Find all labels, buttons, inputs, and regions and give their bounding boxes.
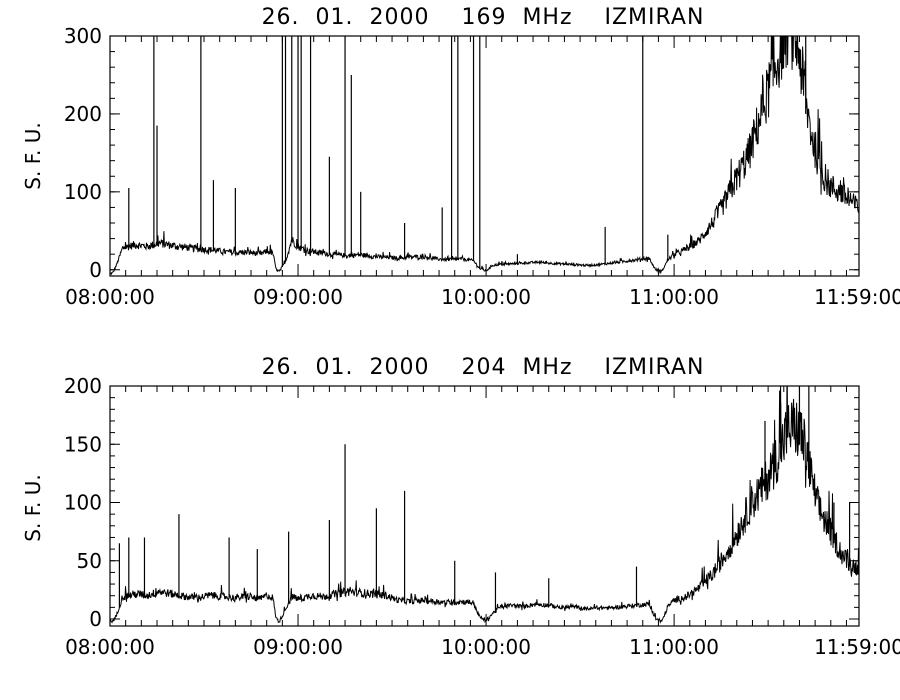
- y-tick-label: 50: [77, 549, 102, 573]
- x-tick-labels: 08:00:00 09:00:00 10:00:00 11:00:00 11:59:00: [65, 285, 900, 309]
- plot-frame: [109, 385, 860, 627]
- y-axis-label: S. F. U.: [21, 474, 45, 541]
- y-tick-label: 0: [89, 607, 102, 631]
- chart-panel-169mhz: 26. 01. 2000 169 MHz IZMIRAN S. F. U. 0 1…: [21, 5, 900, 309]
- plot-border: [109, 35, 860, 277]
- y-tick-label: 100: [64, 180, 102, 204]
- series-line: [110, 386, 859, 624]
- y-tick-label: 150: [64, 432, 102, 456]
- axis-ticks: [109, 385, 860, 626]
- x-tick-label: 10:00:00: [441, 635, 531, 659]
- x-tick-label: 11:00:00: [629, 635, 719, 659]
- y-tick-label: 300: [64, 24, 102, 48]
- x-tick-label: 09:00:00: [253, 285, 343, 309]
- plot-area: [110, 386, 859, 624]
- chart-title: 26. 01. 2000 169 MHz IZMIRAN: [262, 5, 705, 30]
- x-tick-label: 11:59:00: [814, 635, 900, 659]
- plot-border: [109, 385, 860, 627]
- plot-area: [110, 36, 859, 276]
- x-tick-label: 11:00:00: [629, 285, 719, 309]
- y-tick-label: 200: [64, 102, 102, 126]
- x-tick-label: 08:00:00: [65, 285, 155, 309]
- x-tick-label: 09:00:00: [253, 635, 343, 659]
- x-tick-label: 10:00:00: [441, 285, 531, 309]
- axis-ticks: [109, 35, 860, 276]
- chart-panel-204mhz: 26. 01. 2000 204 MHz IZMIRAN S. F. U. 0 5…: [21, 355, 900, 659]
- chart-title: 26. 01. 2000 204 MHz IZMIRAN: [262, 355, 705, 380]
- y-tick-label: 100: [64, 491, 102, 515]
- plot-frame: [109, 35, 860, 277]
- x-tick-labels: 08:00:00 09:00:00 10:00:00 11:00:00 11:59:00: [65, 635, 900, 659]
- x-tick-label: 08:00:00: [65, 635, 155, 659]
- y-tick-label: 0: [89, 258, 102, 282]
- y-axis-label: S. F. U.: [21, 122, 45, 189]
- y-tick-labels: 0 100 200 300: [64, 24, 102, 282]
- y-tick-labels: 0 50 100 150 200: [64, 374, 102, 631]
- y-tick-label: 200: [64, 374, 102, 398]
- x-tick-label: 11:59:00: [814, 285, 900, 309]
